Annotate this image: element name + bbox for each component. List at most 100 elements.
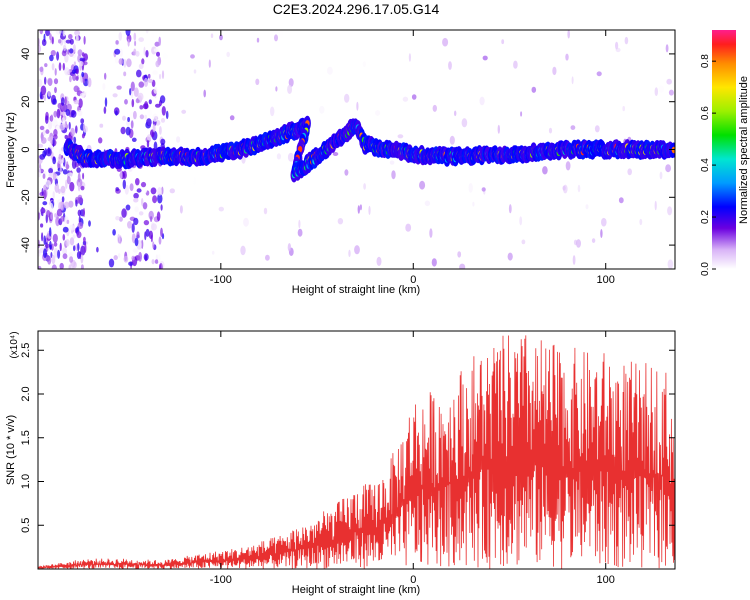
heatmap-noise-cell [618, 197, 624, 204]
heatmap-noise-cell [145, 228, 150, 237]
heatmap-noise-cell [362, 61, 366, 68]
heatmap-noise-cell [136, 69, 142, 78]
heatmap-noise-cell [159, 73, 162, 80]
heatmap-noise-cell [81, 71, 85, 78]
heatmap-noise-cell [124, 99, 128, 105]
heatmap-noise-cell [125, 30, 131, 36]
heatmap-noise-cell [77, 221, 84, 230]
heatmap-noise-cell [360, 212, 364, 217]
heatmap-noise-cell [479, 96, 485, 106]
heatmap-noise-cell [69, 256, 74, 263]
heatmap-noise-cell [44, 243, 51, 248]
heatmap-noise-cell [38, 143, 44, 148]
y-tick-label: 40 [20, 48, 32, 60]
heatmap-noise-cell [344, 93, 350, 103]
heatmap-noise-cell [58, 39, 62, 44]
heatmap-noise-cell [50, 114, 54, 122]
snr-series-line [38, 335, 675, 569]
heatmap-noise-cell [567, 30, 570, 39]
heatmap-noise-cell [49, 54, 54, 62]
heatmap-noise-cell [63, 44, 67, 52]
heatmap-noise-cell [73, 61, 76, 66]
heatmap-noise-cell [59, 262, 64, 269]
colorbar-tick-label: 0.2 [700, 210, 711, 224]
heatmap-noise-cell [38, 79, 43, 88]
spectrogram-ylabel: Frequency (Hz) [5, 112, 17, 188]
heatmap-noise-cell [154, 41, 160, 47]
heatmap-noise-cell [59, 123, 66, 131]
heatmap-noise-cell [622, 106, 625, 112]
heatmap-noise-cell [255, 78, 260, 86]
heatmap-noise-cell [66, 176, 71, 185]
heatmap-noise-cell [138, 211, 144, 216]
heatmap-noise-cell [56, 208, 63, 217]
heatmap-noise-cell [389, 160, 395, 165]
heatmap-noise-cell [112, 93, 118, 98]
heatmap-noise-cell [49, 240, 52, 250]
heatmap-noise-cell [468, 183, 473, 193]
heatmap-noise-cell [62, 247, 67, 256]
heatmap-noise-cell [130, 89, 134, 99]
heatmap-noise-cell [44, 76, 47, 85]
heatmap-noise-cell [148, 99, 152, 105]
heatmap-noise-cell [136, 231, 140, 239]
heatmap-noise-cell [152, 124, 156, 133]
heatmap-noise-cell [49, 202, 54, 213]
heatmap-noise-cell [158, 36, 161, 46]
heatmap-noise-cell [520, 111, 523, 117]
heatmap-noise-cell [51, 264, 57, 269]
snr-ticks: -100 0 100 0.5 1.0 1.5 2.0 2.5 [20, 331, 675, 586]
heatmap-noise-cell [80, 245, 86, 256]
heatmap-noise-cell [276, 153, 281, 160]
heatmap-noise-cell [118, 58, 124, 65]
heatmap-noise-cell [79, 60, 84, 67]
heatmap-noise-cell [666, 78, 672, 85]
heatmap-noise-cell [275, 86, 278, 92]
heatmap-noise-cell [375, 110, 381, 116]
heatmap-noise-cell [127, 117, 130, 122]
heatmap-noise-cell [61, 117, 66, 126]
heatmap-noise-cell [131, 255, 135, 261]
heatmap-noise-cell [65, 39, 72, 44]
heatmap-noise-cell [38, 210, 41, 221]
heatmap-noise-cell [51, 254, 56, 265]
heatmap-noise-cell [118, 253, 121, 258]
heatmap-noise-cell [65, 179, 68, 189]
heatmap-noise-cell [459, 263, 466, 269]
heatmap-noise-cell [627, 168, 632, 176]
heatmap-noise-cell [64, 134, 69, 140]
y-tick-label: 0 [20, 146, 32, 152]
heatmap-noise-cell [127, 221, 132, 229]
heatmap-noise-cell [77, 49, 83, 56]
heatmap-noise-cell [148, 210, 154, 220]
heatmap-noise-cell [639, 218, 643, 226]
heatmap-noise-cell [431, 258, 437, 267]
heatmap-noise-cell [577, 184, 581, 193]
heatmap-noise-cell [68, 34, 73, 40]
heatmap-noise-cell [287, 152, 294, 162]
heatmap-noise-cell [75, 68, 79, 75]
heatmap-noise-cell [47, 255, 52, 265]
heatmap-noise-cell [123, 58, 127, 68]
heatmap-noise-cell [152, 113, 158, 122]
heatmap-noise-cell [43, 248, 47, 259]
heatmap-noise-cell [51, 63, 55, 71]
heatmap-noise-cell [69, 237, 75, 246]
heatmap-noise-cell [61, 111, 66, 116]
heatmap-noise-cell [419, 180, 426, 190]
heatmap-noise-cell [594, 125, 600, 133]
heatmap-noise-cell [319, 105, 325, 114]
heatmap-noise-cell [119, 170, 123, 180]
heatmap-noise-cell [327, 66, 333, 75]
heatmap-noise-cell [38, 239, 41, 249]
heatmap-noise-cell [665, 44, 669, 53]
heatmap-noise-cell [130, 120, 134, 129]
heatmap-noise-cell [88, 220, 91, 227]
heatmap-noise-cell [411, 94, 417, 100]
heatmap-noise-cell [161, 186, 164, 195]
heatmap-noise-cell [53, 247, 59, 258]
heatmap-noise-cell [54, 213, 58, 218]
heatmap-noise-cell [531, 86, 537, 93]
heatmap-noise-cell [151, 259, 155, 265]
heatmap-noise-cell [125, 204, 131, 211]
